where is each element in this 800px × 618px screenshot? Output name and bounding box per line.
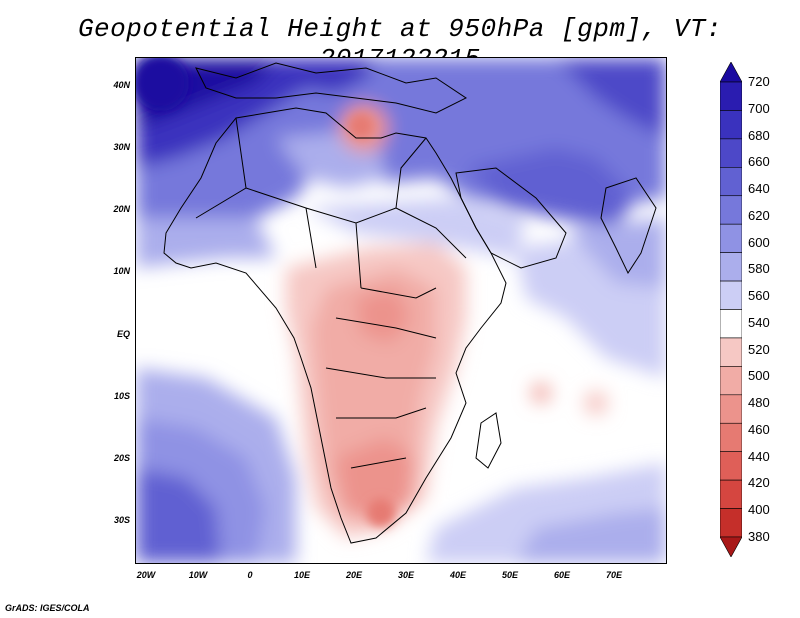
india-coastline (600, 177, 657, 275)
colorbar-level-label: 620 (748, 207, 770, 223)
coastlines (163, 62, 657, 544)
lat-label-40n: 40N (113, 80, 130, 90)
colorbar-cell (720, 309, 742, 339)
colorbar-cell (720, 366, 742, 396)
colorbar-cell (720, 508, 742, 538)
lat-label-30s: 30S (113, 515, 130, 525)
colorbar-cell (720, 167, 742, 197)
lat-label-20n: 20N (113, 204, 130, 214)
colorbar-level-label: 540 (748, 314, 770, 330)
colorbar-level-label: 720 (748, 74, 770, 89)
colorbar-level-label: 440 (748, 448, 770, 464)
colorbar-level-label: 460 (748, 421, 770, 437)
colorbar-level-label: 660 (748, 154, 770, 170)
colorbar-level-label: 600 (748, 234, 770, 250)
colorbar-level-label: 700 (748, 100, 770, 116)
colorbar-level-label: 480 (748, 395, 770, 411)
colorbar-cell (720, 223, 742, 253)
lat-label-eq: EQ (116, 329, 130, 339)
colorbar-cell (720, 337, 742, 367)
colorbar-level-label: 560 (748, 288, 770, 304)
lat-label-10n: 10N (113, 266, 130, 276)
colorbar-cell (720, 280, 742, 310)
colorbar-cell (720, 394, 742, 424)
colorbar-cell (720, 479, 742, 509)
height-field-cores (136, 58, 395, 527)
colorbar-cell (720, 138, 742, 168)
colorbar-level-label: 400 (748, 502, 770, 518)
colorbar-cell (720, 422, 742, 452)
lon-label-40e: 40E (449, 570, 466, 580)
colorbar-top-triangle (720, 62, 742, 83)
colorbar-level-label: 520 (748, 341, 770, 357)
lon-label-50e: 50E (501, 570, 518, 580)
colorbar (720, 62, 742, 557)
colorbar-level-label: 580 (748, 261, 770, 277)
europe-coastline (195, 62, 467, 114)
africa-coastline (163, 107, 507, 544)
colorbar-cell (720, 451, 742, 481)
lon-label-30e: 30E (397, 570, 414, 580)
lat-label-30n: 30N (113, 142, 130, 152)
lon-label-20w: 20W (136, 570, 156, 580)
lon-label-0: 0 (247, 570, 253, 580)
arabia-coastline (455, 167, 567, 269)
lat-label-10s: 10S (113, 391, 130, 401)
geopotential-map (136, 58, 666, 563)
lat-label-20s: 20S (113, 453, 130, 463)
lon-label-70e: 70E (605, 570, 622, 580)
lon-label-10w: 10W (188, 570, 208, 580)
credit-text: GrADS: IGES/COLA (5, 603, 90, 613)
colorbar-bottom-triangle (720, 536, 742, 557)
colorbar-cell (720, 252, 742, 282)
map-panel (135, 57, 667, 564)
colorbar-cell (720, 195, 742, 225)
colorbar-level-label: 380 (748, 529, 770, 544)
colorbar-cell (720, 81, 742, 111)
colorbar-level-label: 420 (748, 475, 770, 491)
lon-label-60e: 60E (553, 570, 570, 580)
colorbar-level-label: 500 (748, 368, 770, 384)
lon-label-20e: 20E (345, 570, 362, 580)
colorbar-level-label: 680 (748, 127, 770, 143)
country-borders (195, 117, 467, 469)
colorbar-cell (720, 110, 742, 140)
colorbar-level-label: 640 (748, 181, 770, 197)
madagascar-coastline (475, 412, 502, 469)
lon-label-10e: 10E (293, 570, 310, 580)
